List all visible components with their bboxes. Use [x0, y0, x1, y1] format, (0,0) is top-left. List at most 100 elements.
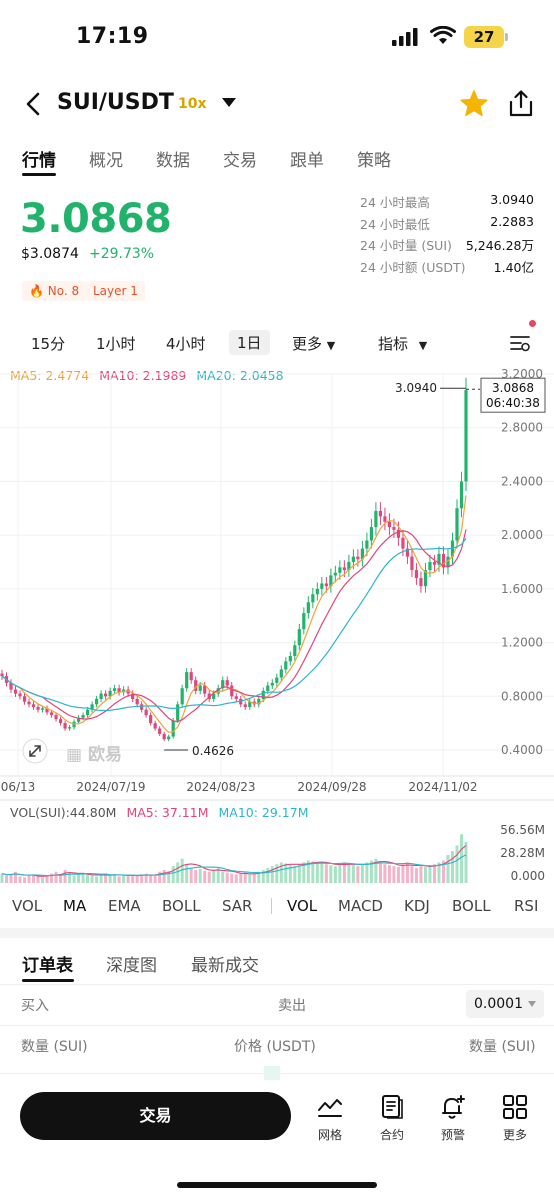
tab-depth-chart[interactable]: 深度图	[106, 956, 157, 976]
usd-price: $3.0874	[21, 246, 79, 262]
trade-button[interactable]: 交易	[20, 1092, 291, 1140]
active-tab-underline	[22, 173, 56, 176]
candle-body	[180, 688, 184, 705]
candle-body	[171, 720, 175, 737]
volume-bar	[369, 860, 373, 883]
candle-body	[54, 715, 58, 720]
interval-1h[interactable]: 1小时	[96, 335, 136, 353]
category-badge[interactable]: Layer 1	[86, 281, 145, 301]
volume-bar	[149, 875, 153, 883]
ind-main-vol[interactable]: VOL	[12, 897, 43, 915]
candle-body	[387, 521, 392, 528]
volume-bar	[302, 862, 306, 883]
caret-down-icon	[528, 1001, 536, 1007]
candle-body	[113, 688, 117, 691]
volume-bar	[68, 872, 72, 883]
expand-icon[interactable]	[22, 738, 48, 764]
pair-dropdown-icon[interactable]	[221, 96, 237, 108]
ind-main-ema[interactable]: EMA	[108, 897, 141, 915]
caret-down-icon: ▼	[326, 339, 336, 352]
ind-sub-macd[interactable]: MACD	[338, 897, 383, 915]
ind-sub-kdj[interactable]: KDJ	[404, 897, 430, 915]
tab-strategy[interactable]: 策略	[357, 151, 391, 171]
candlestick-chart[interactable]: 3.2000 2.8000 2.4000 2.0000 1.6000 1.2000 0.80…	[0, 360, 554, 890]
candle-body	[414, 570, 419, 579]
candle-body	[261, 690, 265, 699]
volume-bar	[432, 864, 436, 883]
pair-title[interactable]: SUI/USDT	[57, 90, 174, 115]
interval-4h[interactable]: 4小时	[166, 335, 206, 353]
y-tick-label: 1.6000	[501, 582, 543, 596]
candle-body	[369, 527, 373, 541]
candle-body	[405, 548, 410, 557]
more-button[interactable]: 更多	[490, 1094, 540, 1143]
volume-bar	[14, 871, 18, 883]
volume-bar	[324, 864, 328, 883]
section-divider	[0, 928, 554, 938]
divider	[0, 984, 554, 985]
candle-body	[194, 680, 198, 691]
candle-body	[288, 656, 292, 662]
okx-logo-icon: ▦	[66, 745, 83, 765]
ind-sub-rsi[interactable]: RSI	[514, 897, 539, 915]
tab-orderbook[interactable]: 订单表	[22, 956, 73, 976]
rank-badge[interactable]: 🔥 No. 8	[22, 281, 87, 301]
candle-body	[342, 567, 346, 571]
volume-bar	[225, 872, 229, 883]
favorite-star-icon[interactable]	[458, 88, 490, 120]
col-qty-left: 数量 (SUI)	[21, 1039, 88, 1055]
ind-sub-boll[interactable]: BOLL	[452, 897, 491, 915]
ma20-line	[1, 538, 467, 712]
back-arrow-icon[interactable]	[20, 88, 48, 120]
candle-body	[437, 553, 441, 565]
alert-button[interactable]: 预警	[428, 1094, 478, 1143]
candle-body	[243, 704, 247, 708]
volume-bar	[221, 871, 225, 883]
chart-settings-icon[interactable]	[509, 332, 531, 354]
countdown-label: 06:40:38	[486, 396, 540, 410]
ind-sub-vol[interactable]: VOL	[287, 897, 318, 915]
interval-more[interactable]: 更多 ▼	[292, 335, 336, 353]
candle-body	[216, 688, 220, 694]
candle-body	[333, 572, 337, 576]
tab-trade[interactable]: 交易	[223, 151, 257, 171]
indicators-button[interactable]: 指标 ▼	[378, 335, 428, 353]
candle-body	[162, 733, 166, 740]
volume-bar	[189, 868, 193, 883]
candle-body	[257, 698, 261, 705]
volume-bar	[0, 873, 4, 883]
volume-bar	[234, 874, 238, 883]
tab-data[interactable]: 数据	[156, 151, 190, 171]
candle-body	[284, 661, 288, 670]
tab-market[interactable]: 行情	[22, 151, 56, 171]
volume-bar	[63, 869, 67, 883]
tab-overview[interactable]: 概况	[89, 151, 123, 171]
candle-body	[306, 602, 310, 614]
ind-main-ma[interactable]: MA	[63, 897, 87, 915]
candle-body	[40, 708, 45, 710]
volume-bar	[81, 873, 85, 883]
price-step-select[interactable]: 0.0001	[466, 990, 544, 1018]
grid-button[interactable]: 网格	[305, 1094, 355, 1143]
ind-main-boll[interactable]: BOLL	[162, 897, 201, 915]
tab-copy-trading[interactable]: 跟单	[290, 151, 324, 171]
ma-lines	[1, 495, 467, 733]
ind-main-sar[interactable]: SAR	[222, 897, 253, 915]
tab-latest-trades[interactable]: 最新成交	[191, 956, 259, 976]
volume-bar	[59, 874, 63, 883]
buy-label: 买入	[21, 998, 49, 1014]
candle-body	[117, 688, 121, 693]
ma-legend: MA5: 2.4774 MA10: 2.1989 MA20: 2.0458	[10, 368, 284, 383]
interval-15m[interactable]: 15分	[31, 335, 66, 353]
volume-bar	[392, 866, 396, 883]
candle-body	[45, 708, 49, 713]
share-icon[interactable]	[506, 88, 536, 120]
volume-bar	[396, 867, 400, 883]
volume-bar	[315, 863, 319, 883]
interval-1d[interactable]: 1日	[229, 330, 270, 355]
contract-button[interactable]: 合约	[367, 1094, 417, 1143]
volume-bar	[423, 867, 427, 883]
volume-bar	[374, 858, 378, 883]
volume-bar	[248, 874, 252, 883]
